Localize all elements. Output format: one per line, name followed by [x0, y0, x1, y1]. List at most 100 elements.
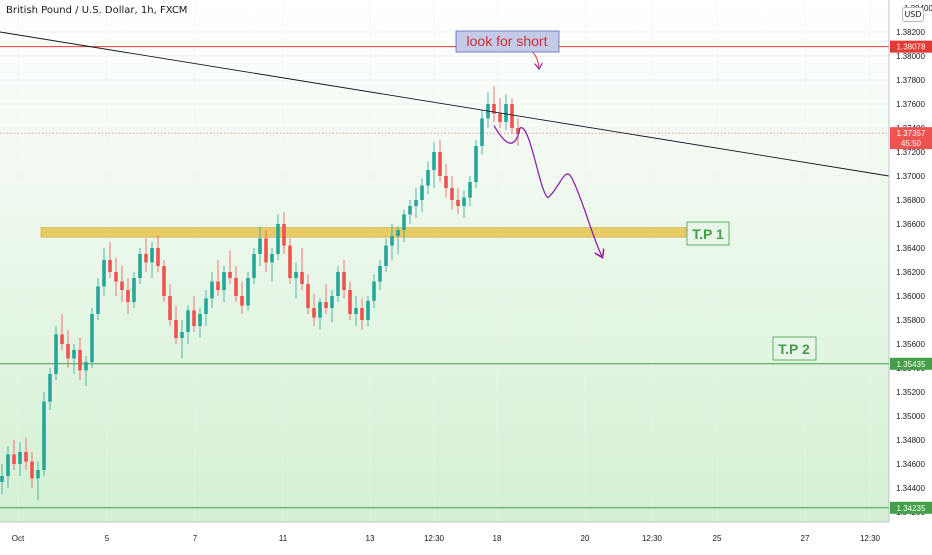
candle[interactable] — [120, 266, 124, 302]
candle[interactable] — [186, 305, 190, 344]
candle[interactable] — [6, 446, 10, 488]
trendline[interactable] — [0, 31, 890, 177]
candle[interactable] — [510, 98, 514, 134]
candle[interactable] — [84, 356, 88, 386]
look-for-short-box[interactable]: look for short — [455, 30, 560, 53]
candle[interactable] — [324, 284, 328, 314]
candle[interactable] — [216, 260, 220, 296]
candle[interactable] — [114, 257, 118, 296]
candle[interactable] — [450, 176, 454, 210]
candle[interactable] — [462, 190, 466, 218]
candle[interactable] — [90, 308, 94, 368]
candle[interactable] — [198, 308, 202, 338]
candle[interactable] — [420, 178, 424, 212]
candle[interactable] — [234, 266, 238, 302]
horizontal-levels[interactable] — [0, 46, 889, 509]
candle[interactable] — [264, 230, 268, 272]
candle[interactable] — [258, 226, 262, 266]
candle[interactable] — [372, 274, 376, 308]
candle[interactable] — [168, 284, 172, 326]
price-axis-background[interactable] — [889, 0, 932, 522]
tp1-zone[interactable] — [40, 227, 687, 238]
candle[interactable] — [96, 278, 100, 320]
candle[interactable] — [204, 290, 208, 326]
candle[interactable] — [60, 314, 64, 350]
candle[interactable] — [54, 326, 58, 380]
candle[interactable] — [444, 164, 448, 198]
candle[interactable] — [426, 161, 430, 194]
candle[interactable] — [192, 296, 196, 332]
candle[interactable] — [72, 344, 76, 374]
candle[interactable] — [48, 368, 52, 410]
candle[interactable] — [144, 238, 148, 272]
candle[interactable] — [516, 118, 520, 146]
candle[interactable] — [102, 248, 106, 296]
candle[interactable] — [480, 110, 484, 155]
candle[interactable] — [162, 260, 166, 302]
candle[interactable] — [270, 248, 274, 282]
candle[interactable] — [378, 260, 382, 290]
candle[interactable] — [492, 86, 496, 122]
candle[interactable] — [150, 242, 154, 278]
candle[interactable] — [360, 298, 364, 330]
tp2-box[interactable]: T.P 2 — [772, 336, 817, 361]
candle[interactable] — [288, 238, 292, 284]
candle[interactable] — [126, 278, 130, 314]
candle[interactable] — [228, 250, 232, 284]
candle[interactable] — [30, 452, 34, 488]
drawings[interactable]: look for short T.P 1 T.P 2 — [0, 30, 890, 361]
candle[interactable] — [156, 236, 160, 272]
candle[interactable] — [390, 224, 394, 260]
candle[interactable] — [330, 290, 334, 323]
candle[interactable] — [0, 464, 4, 494]
candle[interactable] — [318, 298, 322, 330]
candle[interactable] — [384, 238, 388, 272]
time-axis[interactable]: Oct 5 7 11 13 12:30 18 20 12:30 25 27 12:30 — [12, 534, 881, 543]
candle[interactable] — [174, 305, 178, 344]
candle[interactable] — [246, 272, 250, 311]
candle[interactable] — [300, 248, 304, 290]
candle[interactable] — [336, 266, 340, 302]
candle[interactable] — [402, 209, 406, 242]
candle[interactable] — [342, 260, 346, 299]
candle[interactable] — [36, 461, 40, 500]
candle[interactable] — [414, 188, 418, 218]
candle[interactable] — [438, 140, 442, 182]
candle[interactable] — [252, 248, 256, 284]
candle[interactable] — [432, 142, 436, 188]
candle[interactable] — [138, 248, 142, 284]
candle[interactable] — [408, 200, 412, 224]
candle[interactable] — [12, 440, 16, 470]
candle[interactable] — [24, 437, 28, 470]
candle[interactable] — [474, 140, 478, 188]
candle[interactable] — [210, 272, 214, 308]
time-axis-background[interactable] — [0, 522, 932, 550]
candle[interactable] — [18, 442, 22, 476]
candle[interactable] — [354, 296, 358, 326]
currency-button[interactable]: USD — [902, 7, 924, 22]
candle[interactable] — [312, 293, 316, 326]
candle[interactable] — [222, 266, 226, 302]
candle[interactable] — [468, 176, 472, 206]
candle[interactable] — [456, 188, 460, 215]
candle[interactable] — [66, 329, 70, 368]
candle[interactable] — [348, 281, 352, 320]
candle[interactable] — [504, 94, 508, 131]
candle-series[interactable] — [0, 86, 520, 500]
candle[interactable] — [78, 338, 82, 380]
candle[interactable] — [396, 226, 400, 254]
candle[interactable] — [108, 242, 112, 278]
candle[interactable] — [306, 274, 310, 314]
candle[interactable] — [42, 392, 46, 476]
candle[interactable] — [276, 214, 280, 260]
candle[interactable] — [366, 296, 370, 326]
candle[interactable] — [294, 262, 298, 299]
candle[interactable] — [240, 281, 244, 314]
candle[interactable] — [282, 212, 286, 254]
projection-arrow[interactable] — [493, 125, 602, 257]
candle[interactable] — [180, 320, 184, 359]
candle[interactable] — [132, 272, 136, 308]
tp1-box[interactable]: T.P 1 — [686, 221, 730, 246]
